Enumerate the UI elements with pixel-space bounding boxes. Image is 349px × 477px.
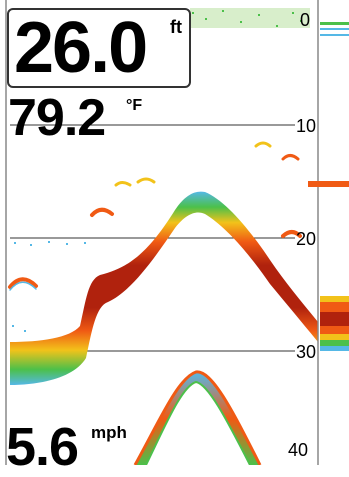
depth-label-40: 40 xyxy=(288,440,309,460)
speed-unit: mph xyxy=(91,423,127,442)
depth-label-0: 0 xyxy=(300,10,311,30)
surface-clutter xyxy=(190,8,310,28)
water-temperature-value: 79.2 xyxy=(8,89,106,147)
fish-arches xyxy=(8,141,302,291)
depth-label-20: 20 xyxy=(296,229,317,249)
sonar-history-display xyxy=(5,0,349,465)
surface-clutter-dots xyxy=(192,10,302,27)
sonar-screen: 0 10 20 30 40 26.0 ft 79.2 °F 5.6 mph xyxy=(5,0,349,474)
depth-label-10: 10 xyxy=(296,116,317,136)
bottom-return xyxy=(10,191,318,385)
flasher-bar xyxy=(308,0,349,465)
water-speckles xyxy=(12,241,86,332)
second-return-core xyxy=(133,370,262,465)
speed-value: 5.6 xyxy=(6,417,79,477)
depth-readout-box xyxy=(7,8,191,88)
depth-value: 26.0 xyxy=(14,8,148,88)
water-temperature-unit: °F xyxy=(126,97,143,114)
depth-label-30: 30 xyxy=(296,342,317,362)
depth-unit: ft xyxy=(170,17,182,37)
second-return-edge xyxy=(145,380,251,465)
